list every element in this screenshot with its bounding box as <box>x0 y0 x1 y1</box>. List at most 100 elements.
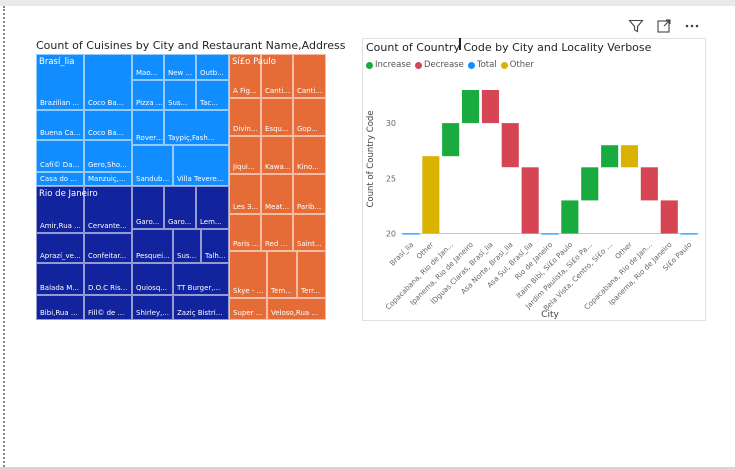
treemap-cell[interactable]: New ... <box>164 54 196 80</box>
treemap-cell[interactable]: Terr... <box>297 251 326 298</box>
waterfall-bar[interactable] <box>422 156 440 234</box>
treemap-cell[interactable]: Garo... <box>132 186 164 229</box>
treemap-cell[interactable]: Cafí© Da... <box>36 140 84 172</box>
treemap-cell[interactable]: A Fig... <box>229 54 261 98</box>
waterfall-bar[interactable] <box>640 167 658 201</box>
treemap-cell-label: Roveret... <box>136 134 164 142</box>
waterfall-bar[interactable] <box>660 200 678 234</box>
treemap-cell[interactable]: Sandub... <box>132 145 173 186</box>
total-dot <box>467 61 475 69</box>
treemap-cell[interactable]: Casa do ... <box>36 172 84 186</box>
treemap-cell[interactable]: Gop... <box>293 98 326 136</box>
treemap-cell-label: Aprazí_ve... <box>40 252 81 260</box>
treemap-cell-label: Canti... <box>297 87 322 95</box>
treemap-cell[interactable]: Roveret... <box>132 110 164 145</box>
treemap-cell[interactable]: Kino... <box>293 136 326 174</box>
waterfall-bar[interactable] <box>601 145 619 168</box>
treemap-cell[interactable]: Outb... <box>196 54 229 80</box>
treemap-cell[interactable]: Tem... <box>267 251 297 298</box>
treemap-cell-label: Red ... <box>265 240 288 248</box>
treemap-cell[interactable]: Fill© de ... <box>84 295 132 320</box>
treemap-cell[interactable]: Villa Tevere... <box>173 145 229 186</box>
legend-label: Other <box>509 60 534 70</box>
treemap-cell[interactable]: Shirley,... <box>132 295 173 320</box>
treemap-cell[interactable]: Jiqui... <box>229 136 261 174</box>
treemap-cell[interactable]: Canti... <box>293 54 326 98</box>
waterfall-bar[interactable] <box>402 233 420 235</box>
treemap-cell[interactable]: Sus... <box>173 229 201 263</box>
waterfall-bar[interactable] <box>501 123 519 168</box>
waterfall-card[interactable]: Count of Country Code by City and Locali… <box>362 38 706 321</box>
treemap-cell[interactable]: Talh... <box>201 229 229 263</box>
waterfall-bar[interactable] <box>581 167 599 201</box>
treemap-cell[interactable]: Aprazí_ve... <box>36 233 84 263</box>
treemap-cell[interactable]: Parib... <box>293 174 326 214</box>
treemap-cell[interactable]: Canti... <box>261 54 293 98</box>
treemap-cell[interactable]: Amir,Rua ... <box>36 186 84 233</box>
treemap-cell-label: Sandub... <box>136 175 170 183</box>
waterfall-bar[interactable] <box>680 233 698 235</box>
treemap-cell[interactable]: Sus... <box>164 80 196 110</box>
waterfall-legend: Increase Decrease Total Other <box>366 60 538 70</box>
filter-icon[interactable] <box>628 18 644 34</box>
treemap-cell[interactable]: Les 3... <box>229 174 261 214</box>
treemap-cell[interactable]: Saint... <box>293 214 326 251</box>
treemap-cell[interactable]: Buena Ca... <box>36 110 84 140</box>
bottom-scrollbar[interactable] <box>0 467 735 470</box>
treemap-cell-label: Gop... <box>297 125 318 133</box>
legend-item-decrease[interactable]: Decrease <box>414 60 464 70</box>
treemap-cell[interactable]: Pizza I... <box>132 80 164 110</box>
waterfall-bar[interactable] <box>462 90 480 124</box>
treemap-cell[interactable]: Confeitar... <box>84 233 132 263</box>
treemap-cell[interactable]: Skye - ... <box>229 251 267 298</box>
top-band <box>0 0 735 6</box>
treemap-cell[interactable]: Divin... <box>229 98 261 136</box>
treemap-cell[interactable]: Meat... <box>261 174 293 214</box>
treemap-cell[interactable]: Garo... <box>164 186 196 229</box>
waterfall-bar[interactable] <box>521 167 539 234</box>
treemap-cell-label: Cafí© Da... <box>40 161 80 169</box>
treemap-cell[interactable]: Coco Ba... <box>84 110 132 140</box>
treemap-cell[interactable]: Manzuiç,... <box>84 172 132 186</box>
waterfall-bar[interactable] <box>561 200 579 234</box>
treemap-cell[interactable]: TT Burger,... <box>173 263 229 295</box>
treemap-cell-label: A Fig... <box>233 87 257 95</box>
treemap-cell-label: Mao... <box>136 69 158 77</box>
legend-item-increase[interactable]: Increase <box>366 60 411 70</box>
treemap-cell[interactable]: Kawa... <box>261 136 293 174</box>
treemap-cell[interactable]: Quiosq... <box>132 263 173 295</box>
treemap-cell[interactable]: Lem... <box>196 186 229 229</box>
treemap-cell[interactable]: Pesquei... <box>132 229 173 263</box>
treemap-cell-label: Cervante... <box>88 222 127 230</box>
x-axis-title: City <box>541 310 559 320</box>
treemap-cell[interactable]: Taypiç,Fash... <box>164 110 229 145</box>
legend-item-other[interactable]: Other <box>500 60 534 70</box>
treemap-cell-label: Bibi,Rua ... <box>40 309 78 317</box>
treemap-cell[interactable]: Red ... <box>261 214 293 251</box>
treemap-cell[interactable]: Coco Ba... <box>84 54 132 110</box>
treemap-cell-label: Coco Ba... <box>88 129 124 137</box>
treemap-cell[interactable]: Mao... <box>132 54 164 80</box>
treemap-cell[interactable]: Zaziç Bistri... <box>173 295 229 320</box>
treemap-cell[interactable]: Veloso,Rua ... <box>267 298 326 320</box>
legend-item-total[interactable]: Total <box>467 60 497 70</box>
treemap-cell[interactable]: Gero,Sho... <box>84 140 132 172</box>
treemap-cell[interactable]: Brazilian ... <box>36 54 84 110</box>
treemap-cell[interactable]: Esqu... <box>261 98 293 136</box>
treemap-cell-label: Lem... <box>200 218 222 226</box>
treemap-cell-label: Les 3... <box>233 203 259 211</box>
waterfall-bar[interactable] <box>442 123 460 157</box>
treemap-cell[interactable]: Super ... <box>229 298 267 320</box>
waterfall-bar[interactable] <box>620 145 638 168</box>
treemap-cell[interactable]: Cervante... <box>84 186 132 233</box>
more-options-icon[interactable] <box>684 18 700 34</box>
treemap-cell[interactable]: D.O.C Ris... <box>84 263 132 295</box>
treemap-cell[interactable]: Balada M... <box>36 263 84 295</box>
treemap-plot[interactable]: Mao... New ... Outb... Pizza I... Sus... Tac.… <box>36 54 326 320</box>
waterfall-bar[interactable] <box>481 90 499 124</box>
treemap-cell[interactable]: Paris ... <box>229 214 261 251</box>
waterfall-bar[interactable] <box>541 233 559 235</box>
treemap-cell[interactable]: Bibi,Rua ... <box>36 295 84 320</box>
focus-mode-icon[interactable] <box>656 18 672 34</box>
treemap-cell[interactable]: Tac... <box>196 80 229 110</box>
